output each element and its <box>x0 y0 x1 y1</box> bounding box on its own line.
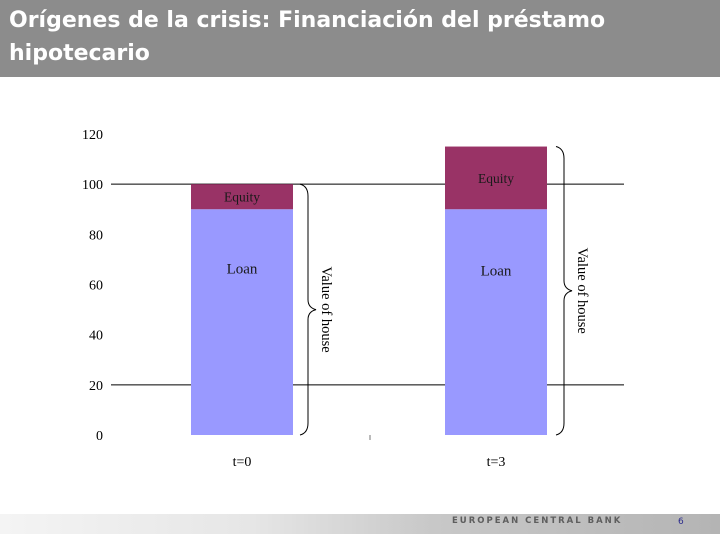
value-bracket-1 <box>299 183 317 436</box>
x-tick-label-2: t=3 <box>487 455 506 470</box>
title-bar <box>0 0 720 77</box>
value-bracket-2 <box>555 146 573 436</box>
x-tick-label-1: t=0 <box>233 455 252 470</box>
bar-label-equity-1: Equity <box>224 190 260 205</box>
y-tick-label-120: 120 <box>82 128 103 143</box>
bracket-label-2: Value of house <box>574 248 590 334</box>
y-tick-label-20: 20 <box>89 379 103 394</box>
bar-equity-1 <box>191 184 293 210</box>
footer-bar <box>0 514 720 534</box>
bar-loan-2 <box>445 209 547 435</box>
page-number: 6 <box>678 517 684 527</box>
bar-label-loan-2: Loan <box>481 263 512 279</box>
y-tick-label-40: 40 <box>89 329 103 344</box>
bar-label-loan-1: Loan <box>227 261 258 277</box>
y-tick-label-80: 80 <box>89 228 103 243</box>
y-tick-label-0: 0 <box>96 429 103 444</box>
y-tick-label-60: 60 <box>89 279 103 294</box>
value-brackets: Value of house Value of house <box>299 146 590 436</box>
bar-equity-2 <box>445 146 547 210</box>
y-axis-tick-labels: 0 20 40 60 80 100 120 <box>82 128 103 444</box>
footer-bank-name: EUROPEAN CENTRAL BANK <box>452 516 623 526</box>
chart: 0 20 40 60 80 100 120 Loan Equity Loan Equity Val… <box>82 128 624 470</box>
bars: Loan Equity Loan Equity <box>191 146 547 440</box>
bracket-label-1: Value of house <box>318 266 334 352</box>
y-tick-label-100: 100 <box>82 178 103 193</box>
bar-label-equity-2: Equity <box>478 171 514 186</box>
slide-title: Orígenes de la crisis: Financiación del … <box>9 8 606 66</box>
bar-loan-1 <box>191 209 293 435</box>
x-axis-tick-labels: t=0 t=3 <box>233 455 506 470</box>
reference-lines <box>111 183 624 386</box>
